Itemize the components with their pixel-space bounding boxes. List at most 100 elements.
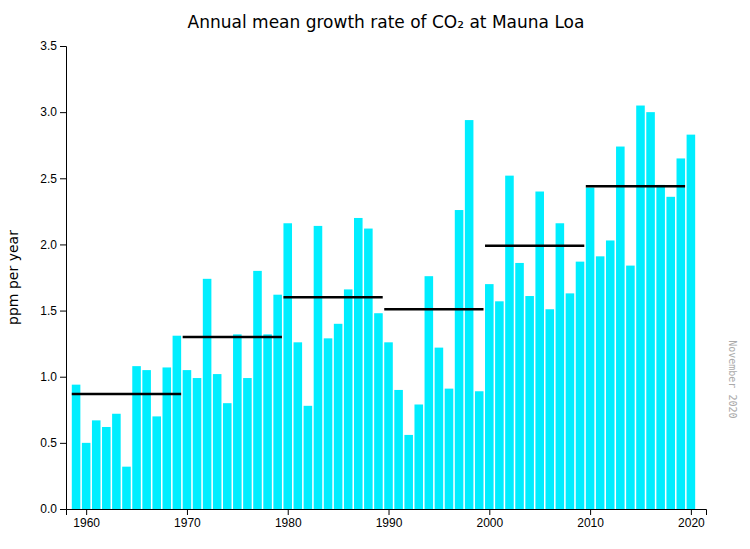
bar — [122, 467, 131, 509]
bar — [354, 218, 363, 509]
bar — [203, 279, 212, 509]
title: Annual mean growth rate of CO₂ at Mauna … — [188, 12, 585, 32]
y-axis: 0.0 0.5 1.0 1.5 2.0 2.5 3.0 3.5 — [40, 39, 66, 516]
bar — [616, 147, 625, 509]
tick: 2010 — [577, 509, 604, 530]
bar — [374, 313, 383, 509]
tick: 2.5 — [40, 172, 66, 186]
bar — [475, 391, 484, 509]
tick: 2.0 — [40, 238, 66, 252]
bar — [596, 256, 605, 509]
bar — [233, 334, 242, 509]
bar — [72, 385, 81, 509]
tick-label: 2020 — [678, 516, 705, 530]
bar — [92, 420, 101, 509]
axis-line — [60, 47, 67, 510]
bar — [535, 192, 544, 509]
decade-average — [183, 336, 282, 339]
tick-mark — [590, 509, 591, 515]
tick-mark — [60, 509, 66, 510]
tick-mark — [60, 178, 66, 179]
bar — [324, 338, 333, 509]
bar — [404, 435, 413, 509]
bar — [173, 336, 182, 509]
axis-line — [67, 510, 707, 516]
bar — [626, 266, 635, 509]
tick-label: 2010 — [577, 516, 604, 530]
bar — [485, 284, 494, 509]
decade-average — [72, 393, 181, 396]
x-axis: 1960 1970 1980 1990 2000 2010 2020 — [67, 509, 707, 530]
bar — [586, 188, 595, 509]
tick: 3.5 — [40, 39, 66, 53]
tick-mark — [389, 509, 390, 515]
tick: 1.5 — [40, 304, 66, 318]
tick-mark — [86, 509, 87, 515]
tick-label: 1960 — [73, 516, 100, 530]
decade-average — [586, 185, 685, 188]
bar — [314, 226, 323, 509]
tick: 0.5 — [40, 436, 66, 450]
tick-label: 2.0 — [40, 238, 57, 252]
bar — [656, 185, 665, 509]
annotation: November 2020 — [727, 340, 738, 418]
tick-mark — [187, 509, 188, 515]
tick-label: 3.5 — [40, 39, 57, 53]
tick-mark — [288, 509, 289, 515]
bar — [132, 366, 141, 509]
tick: 1970 — [174, 509, 201, 530]
tick-mark — [489, 509, 490, 515]
chart: 1960 1970 1980 1990 2000 2010 2020 0.0 0.5 1.0 1.5… — [0, 0, 750, 549]
tick-mark — [60, 443, 66, 444]
bar — [636, 106, 645, 509]
tick-label: 1.0 — [40, 370, 57, 384]
tick-label: 2000 — [476, 516, 503, 530]
bar — [566, 293, 575, 509]
bar — [263, 334, 272, 509]
tick: 1980 — [275, 509, 302, 530]
bar — [112, 414, 121, 509]
tick-mark — [691, 509, 692, 515]
bar — [364, 229, 373, 509]
tick-mark — [60, 46, 66, 47]
bar — [82, 443, 91, 509]
bar — [435, 348, 444, 509]
tick-mark — [60, 377, 66, 378]
bar — [384, 342, 393, 509]
marks — [72, 106, 695, 509]
bar — [163, 367, 172, 509]
bar — [525, 296, 534, 509]
tick: 0.0 — [40, 502, 66, 516]
bar — [646, 112, 655, 509]
bar — [334, 324, 343, 509]
bar — [505, 176, 514, 509]
decade-average — [384, 308, 483, 311]
bar — [556, 223, 565, 509]
decade-average — [283, 296, 382, 299]
bar — [304, 406, 313, 509]
tick-label: 1990 — [376, 516, 403, 530]
bar — [253, 271, 262, 509]
tick-mark — [60, 311, 66, 312]
plot-area: 1960 1970 1980 1990 2000 2010 2020 0.0 0.5 1.0 1.5… — [40, 39, 706, 529]
bar — [576, 262, 585, 509]
tick-label: 2.5 — [40, 172, 57, 186]
bar — [394, 390, 403, 509]
bar — [455, 210, 464, 509]
tick-mark — [60, 112, 66, 113]
bar — [193, 378, 202, 509]
tick-label: 3.0 — [40, 105, 57, 119]
tick-label: 0.0 — [40, 502, 57, 516]
bar — [223, 403, 232, 509]
bar — [142, 370, 151, 509]
decade-average — [485, 245, 584, 248]
bar — [495, 301, 504, 509]
tick-label: 1980 — [275, 516, 302, 530]
bar — [425, 276, 434, 509]
bar — [414, 404, 423, 509]
tick-mark — [60, 244, 66, 245]
bar — [243, 378, 252, 509]
bar — [183, 370, 192, 509]
bar — [152, 416, 161, 509]
bar — [445, 389, 454, 509]
